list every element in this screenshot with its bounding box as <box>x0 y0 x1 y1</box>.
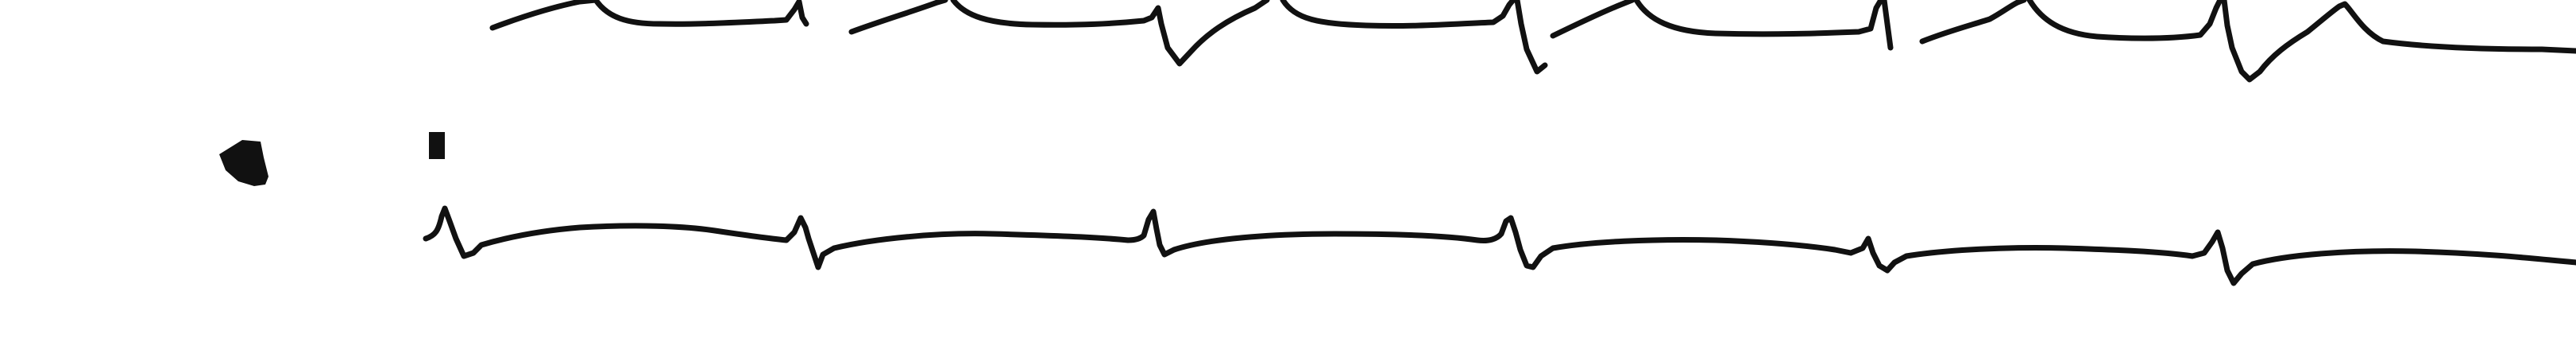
upper-lead <box>489 0 2576 83</box>
lower-lead-trace <box>423 205 2576 286</box>
calibration-mark <box>219 140 268 186</box>
upper-lead-trace <box>489 0 2576 83</box>
lead-start-mark <box>429 132 445 159</box>
calibration-mark-shape <box>219 140 268 186</box>
lower-lead <box>423 205 2576 286</box>
lead-start-mark-shape <box>429 132 445 159</box>
